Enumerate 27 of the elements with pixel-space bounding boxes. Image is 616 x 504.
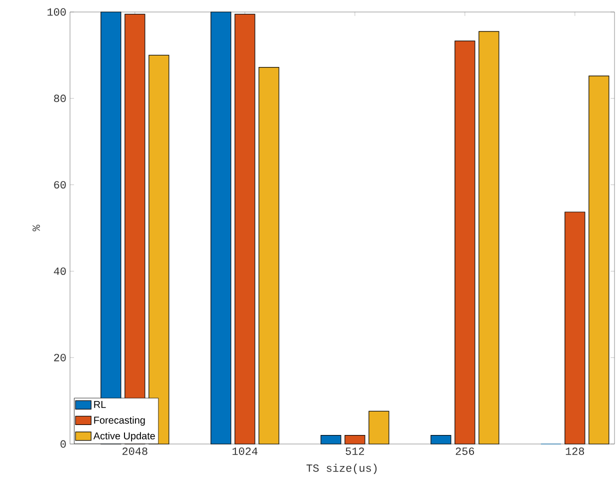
x-tick-label: 2048 <box>122 448 148 455</box>
bar <box>344 435 366 444</box>
bar <box>430 435 452 444</box>
y-tick-label: 60 <box>54 181 66 189</box>
legend-label: Active Update <box>93 432 155 442</box>
x-tick-label: 128 <box>566 448 584 455</box>
bar <box>368 410 390 444</box>
y-tick-label: 0 <box>60 440 66 448</box>
bar <box>478 31 500 444</box>
bar <box>210 12 232 444</box>
x-tick-label: 256 <box>456 448 474 455</box>
bar <box>258 66 280 444</box>
y-tick-label: 100 <box>48 8 66 16</box>
x-axis-title: TS size(us) <box>306 464 377 474</box>
x-tick-label: 1024 <box>232 448 258 455</box>
bar <box>588 76 610 444</box>
y-tick-label: 80 <box>54 94 66 102</box>
bar <box>234 14 256 444</box>
x-tick-label: 512 <box>346 448 364 455</box>
bar <box>454 40 476 444</box>
y-axis-title: % <box>32 224 40 232</box>
bar <box>320 435 342 444</box>
y-tick-label: 20 <box>54 354 66 362</box>
bar <box>564 212 586 444</box>
y-tick-label: 40 <box>54 267 66 275</box>
legend-label: Forecasting <box>94 416 145 426</box>
legend-label: RL <box>94 401 106 408</box>
